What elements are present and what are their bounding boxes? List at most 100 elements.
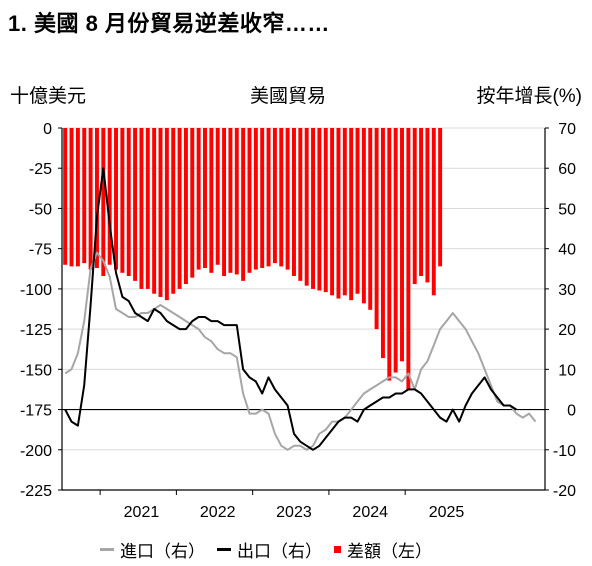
left-tick-label: -150: [20, 362, 52, 379]
deficit-bar: [75, 128, 80, 267]
deficit-bar: [196, 128, 201, 270]
right-tick-label: 40: [558, 242, 576, 259]
deficit-bar: [120, 128, 125, 273]
deficit-bar: [266, 128, 271, 267]
right-tick-label: 50: [558, 201, 576, 218]
deficit-bar: [88, 128, 93, 270]
left-tick-label: -175: [20, 403, 52, 420]
deficit-bar: [323, 128, 328, 293]
deficit-bar: [349, 128, 354, 301]
deficit-bar: [114, 128, 118, 270]
legend-label-imports: 進口（右）: [120, 541, 205, 561]
x-tick-label: 2021: [124, 504, 160, 521]
deficit-bar: [158, 128, 163, 297]
right-tick-label: 30: [558, 282, 576, 299]
deficit-bar: [330, 128, 335, 296]
deficit-bar: [63, 128, 68, 265]
left-tick-label: -225: [20, 483, 52, 500]
deficit-bar: [431, 128, 436, 296]
deficit-bar: [234, 128, 239, 275]
deficit-bars: [63, 128, 443, 391]
deficit-bar: [400, 128, 404, 362]
legend-label-deficit: 差額（左）: [347, 541, 432, 561]
deficit-bar: [355, 128, 360, 294]
deficit-bar: [177, 128, 182, 289]
deficit-bar: [311, 128, 316, 289]
left-axis-ticks: 0 -25 -50 -75 -100 -125 -150 -175 -200 -225: [20, 121, 62, 500]
legend-item-exports: 出口（右）: [217, 537, 322, 562]
left-tick-label: -75: [29, 242, 52, 259]
deficit-bar: [209, 128, 214, 273]
imports-legend-swatch: [100, 547, 114, 551]
exports-legend-swatch: [217, 547, 231, 551]
legend-item-deficit: 差額（左）: [334, 537, 432, 562]
deficit-bar: [145, 128, 150, 289]
deficit-bar: [94, 128, 99, 268]
left-axis-unit: 十億美元: [10, 85, 86, 107]
deficit-bar: [215, 128, 220, 265]
x-axis-ticks: 2021 2022 2023 2024 2025: [99, 490, 465, 521]
deficit-bar: [368, 128, 373, 310]
deficit-legend-swatch: [334, 545, 341, 553]
legend-label-exports: 出口（右）: [237, 541, 322, 561]
x-tick-label: 2025: [429, 504, 465, 521]
right-tick-label: 0: [567, 403, 576, 420]
x-tick-label: 2022: [200, 504, 236, 521]
deficit-bar: [203, 128, 207, 268]
chart-title: 美國貿易: [250, 85, 326, 107]
deficit-bar: [298, 128, 303, 281]
legend-item-imports: 進口（右）: [100, 537, 205, 562]
deficit-bar: [260, 128, 265, 268]
deficit-bar: [107, 128, 112, 265]
x-tick-label: 2024: [352, 504, 388, 521]
left-tick-label: 0: [43, 121, 52, 138]
imports-series-line: [64, 251, 537, 451]
page-title: 1. 美國 8 月份貿易逆差收窄……: [8, 11, 330, 36]
deficit-bar: [228, 128, 233, 273]
deficit-bar: [380, 128, 385, 359]
deficit-bar: [133, 128, 138, 281]
left-tick-label: -200: [20, 443, 52, 460]
deficit-bar: [82, 128, 87, 264]
deficit-bar: [342, 128, 347, 296]
right-axis-unit: 按年增長(%): [476, 85, 582, 107]
deficit-bar: [374, 128, 379, 330]
right-tick-label: -10: [553, 443, 576, 460]
exports-series-line: [64, 167, 517, 451]
deficit-bar: [247, 128, 252, 273]
deficit-bar: [222, 128, 227, 277]
right-tick-label: 20: [558, 322, 576, 339]
deficit-bar: [425, 128, 430, 283]
deficit-bar: [139, 128, 144, 289]
deficit-bar: [164, 128, 169, 301]
deficit-bar: [304, 128, 309, 286]
axes: [61, 128, 546, 491]
deficit-bar: [126, 128, 131, 277]
right-axis-ticks: 70 60 50 40 30 20 10 0 -10 -20: [545, 121, 576, 500]
deficit-bar: [152, 128, 157, 294]
left-tick-label: -125: [20, 322, 52, 339]
deficit-bar: [253, 128, 258, 270]
deficit-bar: [101, 128, 106, 277]
right-tick-label: 70: [558, 121, 576, 138]
legend: 進口（右） 出口（右） 差額（左）: [100, 537, 444, 562]
right-tick-label: -20: [553, 483, 576, 500]
left-tick-label: -50: [29, 201, 52, 218]
deficit-bar: [279, 128, 284, 267]
deficit-bar: [291, 128, 296, 277]
left-tick-label: -25: [29, 161, 52, 178]
deficit-bar: [412, 128, 417, 285]
deficit-bar: [361, 128, 366, 304]
deficit-bar: [241, 128, 246, 281]
right-tick-label: 10: [558, 362, 576, 379]
deficit-bar: [285, 128, 290, 270]
deficit-bar: [406, 128, 411, 391]
deficit-bar: [336, 128, 341, 299]
deficit-bar: [183, 128, 188, 285]
deficit-bar: [272, 128, 277, 264]
deficit-bar: [317, 128, 322, 291]
right-tick-label: 60: [558, 161, 576, 178]
deficit-bar: [419, 128, 424, 277]
deficit-bar: [387, 128, 392, 381]
